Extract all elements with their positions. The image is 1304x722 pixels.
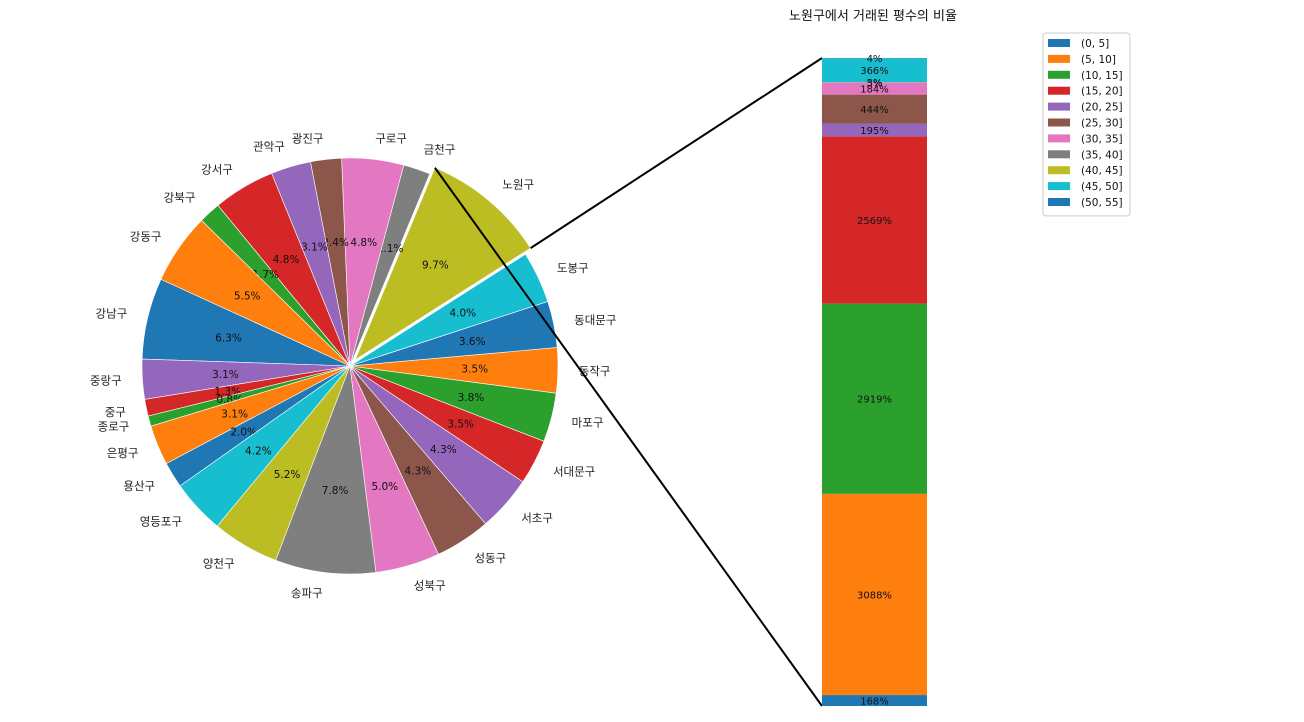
- bar-segment: [822, 695, 927, 706]
- bar-segment: [822, 303, 927, 494]
- legend-swatch: [1048, 134, 1070, 143]
- legend-entry-label: (25, 30]: [1081, 118, 1123, 130]
- pie-percent-label: 5.0%: [371, 481, 398, 493]
- pie-slice: [349, 253, 549, 367]
- pie-percent-label: 6.3%: [215, 332, 242, 344]
- legend-entry-label: (10, 15]: [1081, 70, 1123, 82]
- pie-category-label: 광진구: [292, 132, 324, 146]
- pie-category-label: 동대문구: [574, 313, 616, 327]
- legend-entry-label: (40, 45]: [1081, 165, 1123, 177]
- pie-percent-label: 3.5%: [447, 419, 474, 431]
- pie-category-label: 성북구: [414, 579, 446, 593]
- pie-category-label: 용산구: [123, 479, 155, 493]
- pie-category-label: 중랑구: [90, 374, 122, 388]
- legend-swatch: [1048, 182, 1070, 191]
- pie-percent-label: 5.2%: [274, 469, 301, 481]
- pie-slice: [275, 365, 377, 575]
- bar-segment: [822, 58, 927, 83]
- pie-percent-label: 4.8%: [350, 237, 377, 249]
- legend-entry-label: (20, 25]: [1081, 102, 1123, 114]
- bar-value-label: 5%: [867, 78, 883, 89]
- legend-swatch: [1048, 86, 1070, 95]
- connector-lines: [434, 57, 823, 707]
- bar-value-label: 195%: [860, 126, 889, 137]
- pie-category-label: 성동구: [474, 551, 506, 565]
- pie-percent-label: 4.3%: [405, 466, 432, 478]
- pie-category-label: 은평구: [107, 446, 139, 460]
- bar-value-label: 3%: [867, 78, 883, 89]
- legend-entry-label: (0, 5]: [1081, 38, 1109, 50]
- pie-category-label: 강동구: [130, 229, 162, 243]
- pie-percent-label: 4.0%: [449, 308, 476, 320]
- pie-category-label: 동작구: [579, 364, 611, 378]
- pie-percent-label: 2.0%: [230, 426, 257, 438]
- legend-entry-label: (45, 50]: [1081, 181, 1123, 193]
- bar-segment: [822, 82, 927, 95]
- legend-swatch: [1048, 102, 1070, 111]
- pie-category-label: 영등포구: [140, 514, 182, 528]
- bar-value-label: 3088%: [857, 590, 892, 601]
- bar-value-label: 366%: [860, 66, 889, 77]
- pie-percent-label: 9.7%: [422, 259, 449, 271]
- legend-swatch: [1048, 70, 1070, 79]
- pie-category-label: 금천구: [424, 142, 456, 156]
- pie-category-label: 서초구: [521, 511, 553, 525]
- pie-category-label: 관악구: [253, 140, 285, 154]
- connector-line-top: [530, 57, 823, 249]
- pie-category-label: 강남구: [96, 306, 128, 320]
- pie-percent-label: 5.5%: [234, 290, 261, 302]
- pie-category-label: 송파구: [291, 586, 323, 600]
- bar-segment: [822, 136, 927, 304]
- pie-category-label: 강서구: [201, 162, 233, 176]
- bar-value-label: 444%: [860, 105, 889, 116]
- pie-category-label: 노원구: [502, 178, 534, 192]
- pie-percent-label: 3.1%: [221, 409, 248, 421]
- pie-percent-label: 3.8%: [458, 392, 485, 404]
- pie-percent-label: 4.2%: [245, 446, 272, 458]
- bar-value-label: 2569%: [857, 216, 892, 227]
- pie-percent-label: 4.8%: [273, 254, 300, 266]
- pie-percent-label: 3.1%: [301, 241, 328, 253]
- stacked-bar-chart: 168% 3088% 2919% 2569% 195% 444% 184%5%3%366%4…: [822, 54, 927, 708]
- pie-category-label: 서대문구: [553, 465, 595, 479]
- pie-percent-label: 3.1%: [212, 369, 239, 381]
- legend-entry-label: (30, 35]: [1081, 133, 1123, 145]
- bar-value-label: 184%: [860, 85, 889, 96]
- legend-entry-label: (50, 55]: [1081, 197, 1123, 209]
- pie-category-label: 중구: [105, 405, 126, 419]
- pie-percent-label: 3.5%: [461, 364, 488, 376]
- legend-swatch: [1048, 150, 1070, 159]
- legend-swatch: [1048, 39, 1070, 47]
- pie-percent-label: 2.1%: [377, 243, 404, 255]
- pie-slice: [354, 167, 531, 361]
- pie-category-label: 마포구: [572, 416, 604, 430]
- legend-swatch: [1048, 166, 1070, 175]
- pie-percent-label: 7.8%: [322, 485, 349, 497]
- pie-chart: 9.7% 노원구 2.1% 금천구 4.8% 구로구 2.4% 광진구 3.1% 관악구 4.8% 강…: [90, 132, 617, 601]
- bar-chart-title: 노원구에서 거래된 평수의 비율: [789, 9, 957, 24]
- legend: (0, 5] (5, 10] (10, 15] (15, 20] (20, 25] (25…: [1042, 32, 1131, 217]
- bar-segment: [822, 493, 927, 696]
- legend-entry-label: (35, 40]: [1081, 149, 1123, 161]
- legend-swatch: [1048, 54, 1070, 63]
- pie-category-label: 구로구: [375, 132, 407, 146]
- legend-swatch: [1048, 118, 1070, 127]
- connector-line-bottom: [434, 167, 823, 707]
- pie-category-label: 강북구: [164, 190, 196, 204]
- bar-value-label: 2919%: [857, 395, 892, 406]
- pie-category-label: 도봉구: [557, 261, 589, 275]
- pie-category-label: 종로구: [98, 420, 130, 434]
- bar-segment: [822, 94, 927, 124]
- pie-percent-label: 3.6%: [459, 336, 486, 348]
- bar-value-label: 4%: [867, 54, 883, 65]
- legend-entry-label: (5, 10]: [1081, 54, 1116, 66]
- legend-swatch: [1048, 198, 1070, 206]
- pie-percent-label: 2.4%: [322, 237, 349, 249]
- pie-percent-label: 4.3%: [430, 444, 457, 456]
- pie-category-label: 양천구: [203, 557, 235, 571]
- bar-segment: [822, 123, 927, 137]
- legend-entry-label: (15, 20]: [1081, 86, 1123, 98]
- bar-value-label: 168%: [860, 697, 889, 708]
